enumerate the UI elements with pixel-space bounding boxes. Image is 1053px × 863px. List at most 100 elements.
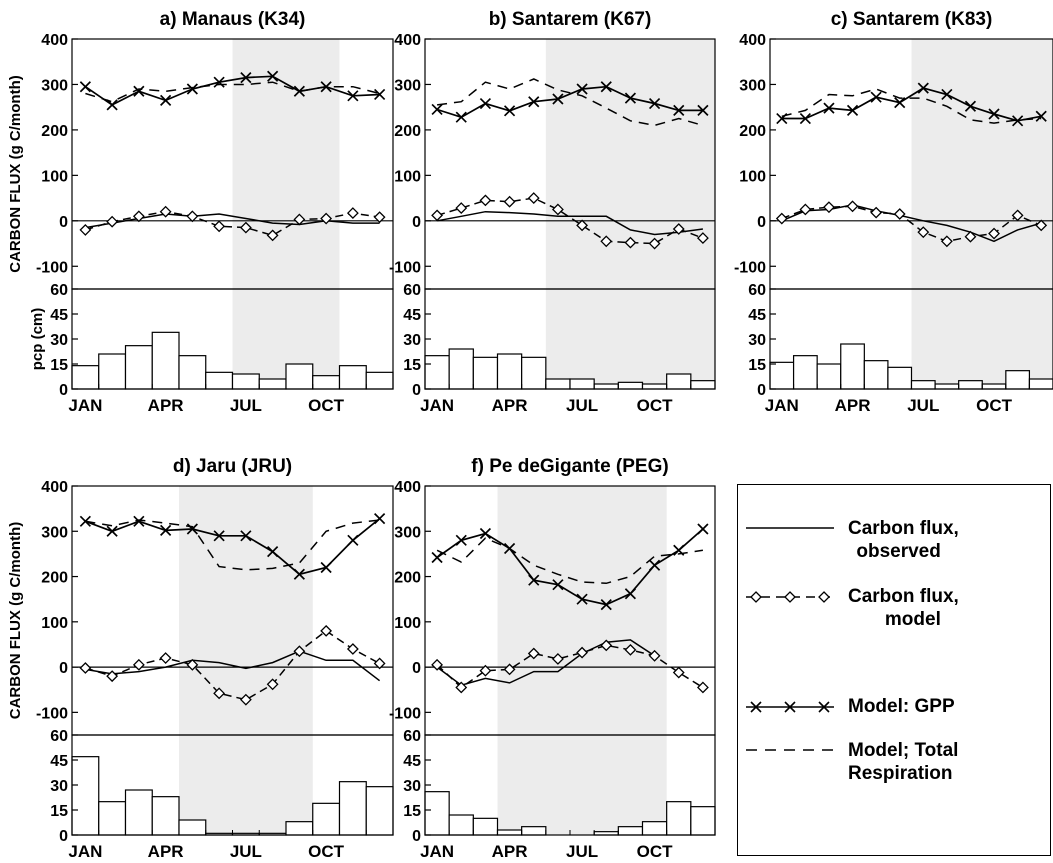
model-flux-point	[431, 658, 444, 671]
panel-1	[71, 38, 394, 390]
flux-ytick-label: -100	[36, 259, 68, 276]
x-tick-label: JUL	[230, 396, 262, 415]
pcp-ytick-label: 0	[59, 382, 68, 399]
pcp-bar	[545, 378, 571, 390]
x-tick-label: OCT	[637, 842, 674, 861]
pcp-bar	[887, 366, 913, 390]
gpp-point	[799, 112, 811, 125]
model-flux-point	[346, 207, 359, 220]
gpp-point	[133, 515, 145, 527]
model-flux-point	[455, 202, 468, 215]
gpp-point	[106, 99, 118, 111]
resp-line-symbol	[746, 749, 834, 751]
legend-observed-line1: Carbon flux,	[848, 518, 959, 539]
dry-season-shade	[497, 486, 667, 835]
model-flux-point	[648, 649, 661, 662]
pcp-ytick-label: 15	[748, 357, 766, 374]
x-tick-label: APR	[492, 842, 528, 861]
flux-ytick-label: 400	[739, 32, 766, 49]
pcp-bar	[312, 375, 341, 390]
pcp-ytick-label: 60	[403, 728, 421, 745]
pcp-bar	[424, 355, 450, 390]
model-flux-point	[373, 657, 386, 670]
panel-4	[71, 485, 394, 836]
model-flux-point	[799, 203, 812, 216]
gpp-point	[648, 559, 661, 571]
flux-ytick-label: 0	[59, 660, 68, 677]
gpp-point	[648, 97, 661, 110]
pcp-bar	[981, 383, 1007, 390]
gpp-point	[79, 515, 91, 527]
flux-ytick-label: 100	[41, 615, 68, 632]
flux-ytick-label: 0	[59, 214, 68, 231]
gpp-point	[503, 105, 516, 117]
gpp-point	[240, 72, 252, 84]
pcp-bar	[151, 796, 180, 836]
model-flux-line	[436, 644, 704, 689]
gpp-point	[347, 534, 359, 546]
model-flux-point	[186, 658, 199, 671]
gpp-point	[600, 599, 612, 611]
pcp-bar	[71, 756, 100, 836]
gpp-point	[823, 102, 835, 114]
pcp-bar	[769, 361, 795, 390]
model-flux-point	[293, 645, 306, 658]
flux-ytick-label: 100	[394, 168, 421, 185]
panel-title: f) Pe deGigante (PEG)	[471, 456, 668, 477]
x-tick-label: JAN	[68, 842, 102, 861]
pcp-ytick-label: 45	[403, 307, 421, 324]
pcp-ytick-label: 30	[50, 778, 68, 795]
gpp-point	[431, 551, 443, 564]
gpp-point	[697, 523, 709, 535]
pcp-bar	[151, 331, 180, 390]
model-flux-point	[132, 210, 145, 223]
model-flux-point	[870, 206, 883, 219]
pcp-ytick-label: 30	[403, 332, 421, 349]
flux-ytick-label: 300	[739, 77, 766, 94]
pcp-bar	[617, 826, 644, 836]
respiration-line	[437, 78, 704, 127]
model-flux-point	[503, 663, 516, 676]
gpp-point	[528, 574, 540, 586]
observed-flux-line	[85, 650, 381, 682]
x-tick-label: APR	[835, 396, 871, 415]
gpp-point	[624, 588, 637, 600]
model-flux-point	[431, 209, 444, 222]
gpp-point	[479, 527, 492, 540]
flux-ytick-label: 0	[412, 214, 421, 231]
model-flux-point	[551, 203, 564, 216]
gpp-point	[455, 534, 467, 546]
gpp-point	[267, 70, 279, 82]
panel-title: a) Manaus (K34)	[160, 9, 306, 30]
model-flux-point	[823, 201, 835, 214]
gpp-point	[293, 568, 305, 580]
gpp-point	[988, 108, 1000, 120]
gpp-point	[846, 104, 859, 116]
x-tick-label: APR	[148, 396, 184, 415]
gpp-point	[600, 81, 612, 93]
model-flux-point	[213, 687, 226, 700]
gpp-point	[552, 93, 564, 105]
model-flux-point	[503, 195, 516, 208]
x-tick-label: APR	[148, 842, 184, 861]
pcp-bar	[205, 371, 234, 390]
pcp-bar	[496, 829, 523, 836]
gpp-point	[79, 81, 91, 93]
gpp-point	[374, 88, 386, 101]
pcp-bar	[521, 826, 547, 836]
x-tick-label: JAN	[420, 842, 454, 861]
flux-ytick-label: 0	[757, 214, 766, 231]
gpp-point	[347, 90, 359, 102]
gpp-point	[455, 111, 467, 123]
model-flux-point	[893, 208, 906, 220]
pcp-bar	[958, 380, 983, 390]
model-flux-point	[79, 662, 92, 674]
gpp-point	[213, 530, 225, 542]
model-flux-point	[239, 221, 252, 234]
pcp-ytick-label: 45	[50, 753, 68, 770]
model-flux-point	[1011, 209, 1024, 222]
respiration-line	[781, 88, 1042, 124]
pcp-bar	[231, 373, 260, 390]
pcp-ytick-label: 45	[50, 307, 68, 324]
model-flux-point	[527, 192, 540, 205]
